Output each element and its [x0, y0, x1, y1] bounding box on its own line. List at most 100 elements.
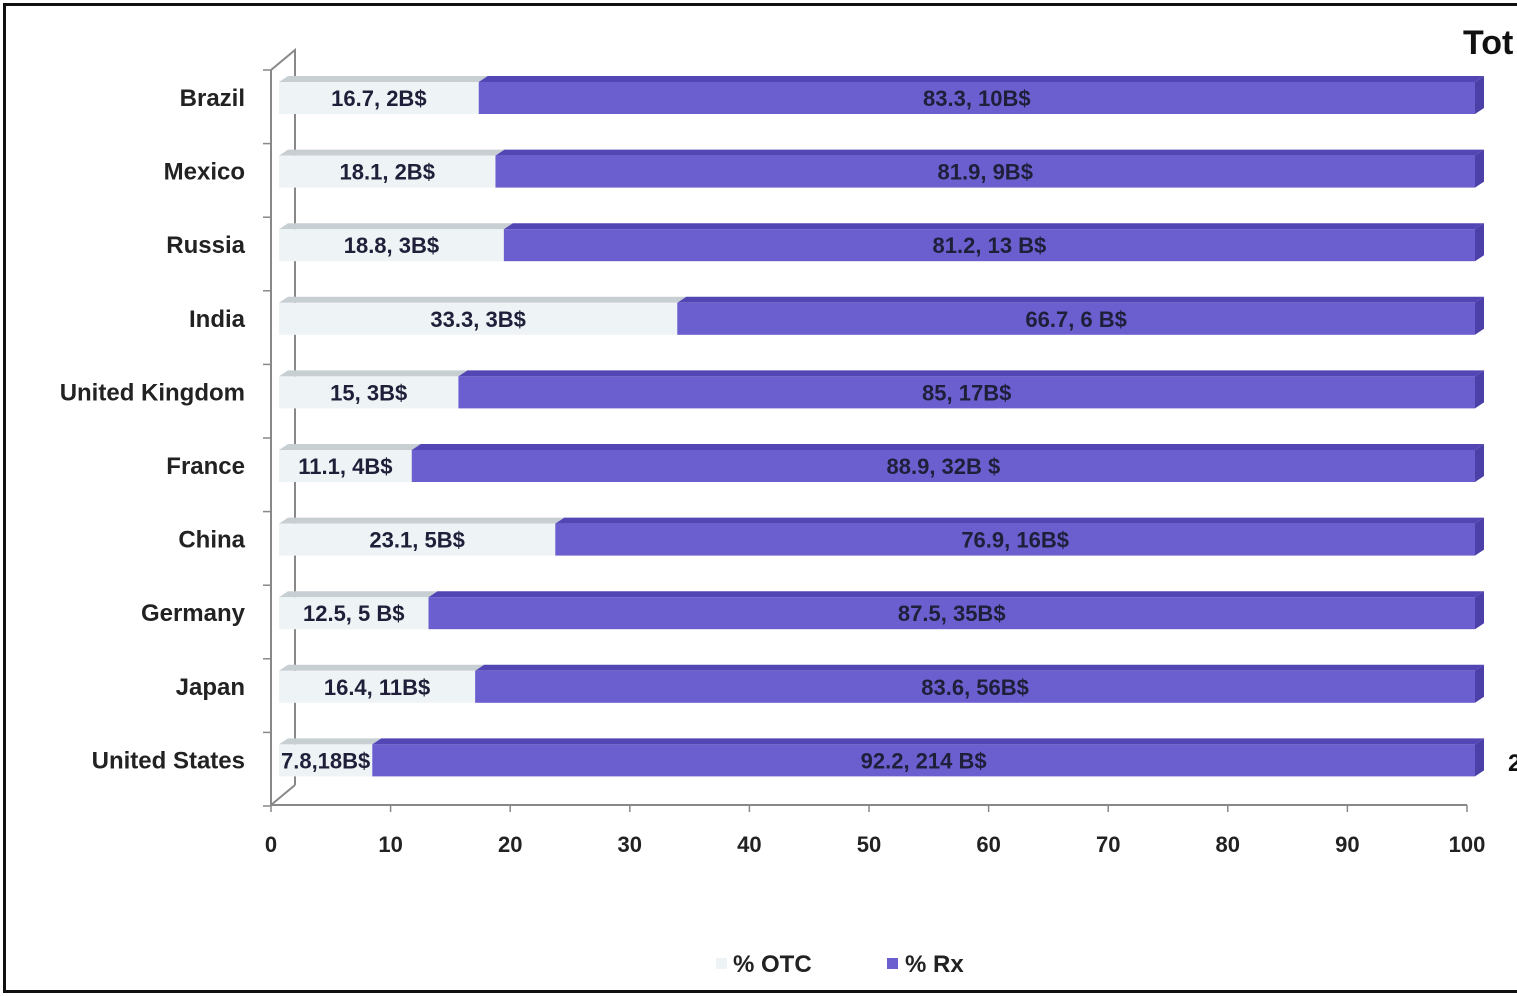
data-label-otc: 16.4, 11B$ — [324, 675, 430, 700]
bar-rx-top — [372, 738, 1485, 745]
bar-rx-top — [458, 370, 1484, 377]
bar-rx — [458, 376, 1475, 409]
category-label: United States — [92, 747, 245, 774]
x-tick-label: 70 — [1096, 832, 1120, 857]
bar-rx — [677, 302, 1475, 335]
bar-otc-top — [279, 76, 488, 82]
data-label-otc: 11.1, 4B$ — [298, 454, 392, 479]
data-label-otc: 12.5, 5 B$ — [303, 601, 405, 626]
bar-rx-top — [677, 296, 1484, 303]
bar-rx-side — [1475, 149, 1484, 188]
x-tick-label: 0 — [265, 832, 277, 857]
data-label-otc: 18.8, 3B$ — [344, 233, 439, 258]
legend-swatch-otc — [716, 958, 727, 969]
bar-otc — [279, 376, 459, 409]
bar-rx — [475, 670, 1475, 703]
bar-otc — [279, 302, 678, 335]
x-tick-label: 100 — [1449, 832, 1486, 857]
x-tick-label: 40 — [737, 832, 761, 857]
category-label: Mexico — [164, 159, 245, 186]
data-label-otc: 33.3, 3B$ — [430, 307, 525, 332]
bars — [279, 76, 1485, 777]
bar-otc — [279, 523, 556, 556]
category-label: Russia — [166, 232, 245, 259]
bar-otc-top — [279, 738, 382, 745]
bar-rx-side — [1475, 738, 1484, 777]
category-label: Brazil — [180, 85, 245, 112]
bar-rx-top — [411, 444, 1485, 450]
data-label-otc: 16.7, 2B$ — [331, 86, 426, 111]
data-label-otc: 15, 3B$ — [330, 380, 407, 405]
labels: Brazil 16.7, 2B$ 83.3, 10B$ Mexico 18.1, 2B$… — [60, 85, 1127, 774]
bar-otc-top — [279, 370, 468, 377]
bar-rx-side — [1475, 76, 1484, 114]
data-label-rx: 66.7, 6 B$ — [1025, 307, 1127, 332]
bar-rx-top — [503, 223, 1484, 230]
bar-otc-top — [279, 296, 687, 303]
data-label-rx: 92.2, 214 B$ — [861, 748, 987, 773]
legend-swatch-rx — [887, 958, 898, 969]
bar-otc-top — [279, 664, 485, 671]
bar-rx-top — [478, 76, 1484, 82]
bar-otc — [279, 82, 479, 114]
bar-rx-side — [1475, 664, 1484, 703]
data-label-rx: 87.5, 35B$ — [898, 601, 1006, 626]
data-label-rx: 81.9, 9B$ — [938, 160, 1033, 185]
x-tick-label: 30 — [618, 832, 642, 857]
x-tick-label: 20 — [498, 832, 522, 857]
data-label-rx: 85, 17B$ — [922, 380, 1011, 405]
bar-otc-top — [279, 591, 438, 598]
bar-rx-side — [1475, 517, 1484, 556]
x-tick-label: 60 — [976, 832, 1000, 857]
chart-frame — [3, 3, 1517, 993]
bar-otc — [279, 155, 496, 188]
data-label-rx: 83.6, 56B$ — [921, 675, 1029, 700]
bar-otc-top — [279, 517, 565, 524]
bar-rx — [555, 523, 1475, 556]
bar-otc — [279, 744, 373, 777]
data-label-otc: 7.8,18B$ — [281, 748, 370, 773]
category-label: Japan — [176, 674, 245, 701]
bar-rx-side — [1475, 296, 1484, 335]
x-tick-label: 50 — [857, 832, 881, 857]
bar-rx-top — [495, 149, 1484, 156]
data-label-otc: 18.1, 2B$ — [340, 160, 435, 185]
x-tick-label: 90 — [1335, 832, 1359, 857]
bar-rx-top — [475, 664, 1484, 671]
bar-rx-side — [1475, 591, 1484, 630]
category-label: France — [166, 453, 245, 480]
bar-otc-top — [279, 444, 421, 450]
bar-rx — [495, 155, 1475, 188]
legend-label-rx: % Rx — [905, 951, 964, 978]
legend-label-otc: % OTC — [733, 951, 812, 978]
bar-rx — [428, 597, 1475, 630]
bar-rx — [372, 744, 1476, 777]
bar-rx-side — [1475, 370, 1484, 409]
floor-edge — [270, 784, 296, 806]
bar-otc — [279, 450, 412, 482]
bar-otc — [279, 229, 504, 262]
category-label: China — [178, 527, 245, 554]
bar-rx — [478, 82, 1475, 114]
axes: 0 10 20 30 40 50 60 70 80 90 100 — [263, 47, 1486, 857]
data-label-rx: 81.2, 13 B$ — [933, 233, 1047, 258]
chart-title: Tot — [1463, 24, 1513, 62]
bar-rx-top — [555, 517, 1484, 524]
bar-otc-top — [279, 223, 513, 230]
bar-rx-top — [428, 591, 1484, 598]
bar-rx-side — [1475, 444, 1484, 482]
data-label-rx: 83.3, 10B$ — [923, 86, 1031, 111]
x-tick-label: 80 — [1216, 832, 1240, 857]
bar-otc — [279, 670, 476, 703]
category-label: United Kingdom — [60, 379, 245, 406]
category-label: Germany — [141, 600, 246, 627]
side-label: 2 — [1508, 750, 1517, 777]
data-label-rx: 88.9, 32B $ — [887, 454, 1001, 479]
x-tick-label: 10 — [378, 832, 402, 857]
category-label: India — [189, 306, 246, 333]
legend: % OTC % Rx — [716, 951, 964, 978]
bar-rx-side — [1475, 223, 1484, 262]
bar-otc — [279, 597, 429, 630]
data-label-otc: 23.1, 5B$ — [369, 528, 464, 553]
